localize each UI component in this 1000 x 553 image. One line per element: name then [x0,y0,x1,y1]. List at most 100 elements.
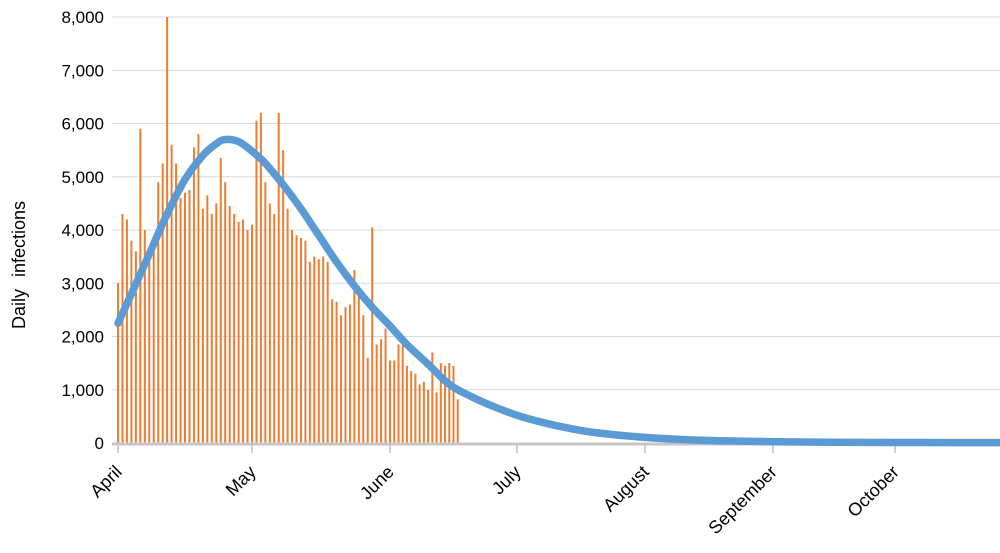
bar [366,357,369,443]
bar [427,389,430,443]
bar [317,259,320,443]
bar [282,150,285,444]
month-label: July [488,462,525,499]
y-tick-label: 3,000 [61,274,104,293]
y-tick-label: 2,000 [61,328,104,347]
bar [340,315,343,443]
bar [371,227,374,443]
bar [264,182,267,443]
bar [139,128,142,443]
bar [344,307,347,443]
bar [130,240,133,443]
bar [255,120,258,443]
month-label: October [843,462,902,521]
bar [295,235,298,443]
y-tick-label: 1,000 [61,381,104,400]
x-axis-ticks [117,445,896,453]
y-tick-label: 8,000 [61,8,104,27]
bar [313,256,316,444]
bar [251,224,253,443]
bar [362,315,365,443]
bar [397,344,400,443]
y-axis-title: Daily infections [9,201,29,329]
bar [228,206,231,443]
bar [157,182,160,443]
month-label: September [704,462,780,538]
bar [273,214,276,443]
bar [405,365,408,443]
bar [121,214,124,443]
bar [410,371,413,443]
bar [418,384,421,443]
bar [134,251,137,443]
bar [224,182,227,443]
bar [192,147,195,443]
bar [401,344,404,443]
bar [331,299,334,443]
bar [152,240,155,443]
model-curve [114,135,1000,447]
bar [219,158,222,444]
bar [268,203,271,444]
bar [304,240,307,443]
y-axis-tick-labels: 0 1,000 2,000 3,000 4,000 5,000 6,000 7,000 8,00… [61,8,104,453]
bar [380,339,383,443]
month-label: April [86,462,126,502]
bar [452,365,455,443]
bar [291,230,294,443]
bar [170,144,173,444]
bar [210,214,213,443]
y-tick-label: 0 [95,434,104,453]
bar [299,237,302,443]
y-tick-label: 7,000 [61,61,104,80]
bar [143,230,146,443]
month-label: May [222,462,260,500]
bar [237,222,240,443]
bar [393,360,396,443]
y-tick-label: 5,000 [61,168,104,187]
bar [125,219,128,443]
bar [259,112,262,443]
gridlines [112,16,1000,391]
bar [179,198,182,443]
bar [233,214,236,443]
bar [286,208,289,443]
bar [277,112,280,443]
month-label: August [599,462,653,516]
month-label: June [356,462,398,504]
bar [326,261,329,443]
y-tick-label: 6,000 [61,115,104,134]
y-tick-label: 4,000 [61,221,104,240]
bar [348,304,351,443]
bar [117,283,119,443]
bar [166,17,169,443]
bar [308,261,311,443]
bar [414,373,417,443]
bar [456,399,459,443]
x-axis-tick-labels: April May June July August September October [86,462,903,538]
bar [242,219,245,443]
bar [444,365,447,443]
bar [431,352,434,443]
bar [197,134,200,443]
bar [322,256,325,444]
bar [357,285,360,443]
bar [435,392,438,443]
bar [161,163,164,443]
bar [335,301,338,443]
bar [184,192,186,443]
bar [422,381,425,443]
bar [175,163,178,443]
bar [246,230,249,443]
bar [353,269,356,443]
bar [439,363,442,444]
bar [375,344,378,443]
bar [215,203,218,444]
bar [148,261,151,443]
bar [188,190,191,443]
bar [448,363,451,444]
bar [384,328,387,443]
daily-infections-bar-series [117,17,459,444]
